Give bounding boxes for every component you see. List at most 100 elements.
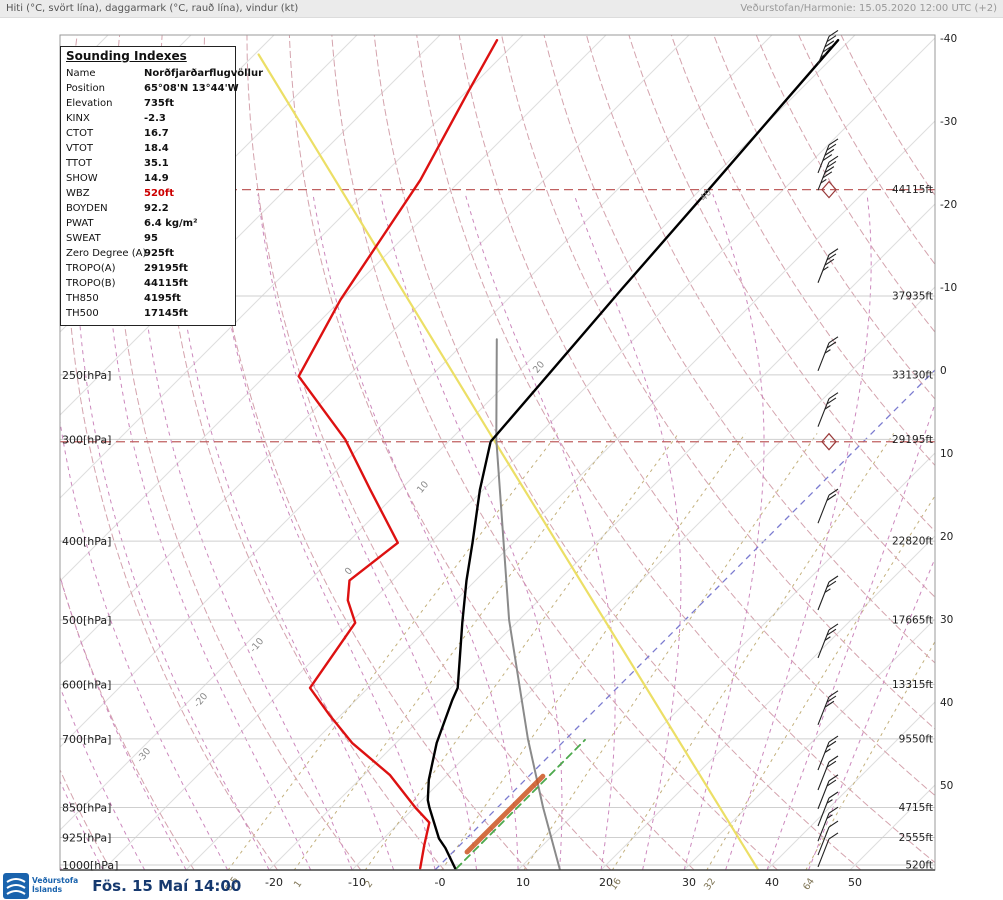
mixing-ratio-line <box>523 433 818 870</box>
index-row: Zero Degree (A) 925ft <box>66 246 230 261</box>
index-row: Name Norðfjarðarflugvöllur <box>66 66 263 81</box>
index-label: Position <box>66 83 105 94</box>
altitude-axis-label: 2555ft <box>899 832 933 844</box>
index-row: TH850 4195ft <box>66 291 230 306</box>
org-name: Veðurstofa Íslands <box>32 877 78 894</box>
dry-adiabat-line <box>373 35 862 870</box>
surface-colored-segment <box>455 739 586 870</box>
wind-barb-icon <box>817 575 839 611</box>
index-row: VTOT 18.4 <box>66 141 230 156</box>
moist-adiabat-line <box>104 194 312 870</box>
isotherm-edge-label: 50 <box>940 780 953 792</box>
index-label: Name <box>66 68 96 79</box>
index-value: 35.1 <box>144 158 169 169</box>
dry-adiabat-line <box>628 35 935 533</box>
index-row: TH500 17145ft <box>66 306 230 321</box>
pressure-axis-label: 850[hPa] <box>62 802 111 815</box>
pressure-axis-label: 250[hPa] <box>62 369 111 382</box>
temperature-tick-label: 20 <box>599 876 613 889</box>
altitude-axis-label: 29195ft <box>892 434 933 446</box>
altitude-axis-label: 13315ft <box>892 679 933 691</box>
index-value: 520ft <box>144 188 175 199</box>
isotherm-line <box>60 35 773 748</box>
isotherm-edge-label: -20 <box>940 199 957 211</box>
isotherm-edge-label: 0 <box>940 365 947 377</box>
index-label: SWEAT <box>66 233 101 244</box>
index-row: Elevation 735ft <box>66 96 230 111</box>
index-row: BOYDEN 92.2 <box>66 201 230 216</box>
index-value: 16.7 <box>144 128 169 139</box>
valid-time: Fös. 15 Maí 14:00 <box>92 877 242 895</box>
index-label: VTOT <box>66 143 93 154</box>
wind-barb-icon <box>817 392 839 427</box>
moist-adiabat-line <box>573 194 682 870</box>
index-value: 29195ft <box>144 263 188 274</box>
mixing-ratio-line <box>364 433 679 870</box>
standard-atmosphere-line <box>495 338 561 870</box>
dry-adiabat-line <box>458 35 935 797</box>
index-label: TH850 <box>66 293 99 304</box>
surface-colored-segment <box>464 773 546 855</box>
chart-legend-text: Hiti (°C, svört lína), daggarmark (°C, r… <box>6 3 299 14</box>
wind-barb-icon <box>817 806 839 842</box>
pressure-axis-label: 400[hPa] <box>62 535 111 548</box>
dry-adiabat-line <box>288 35 695 870</box>
dry-adiabat-line <box>416 35 935 864</box>
index-row: SWEAT 95 <box>66 231 230 246</box>
wind-barb-icon <box>817 755 839 791</box>
isotherm-line <box>766 701 935 870</box>
dry-adiabat-line <box>60 575 195 870</box>
index-label: Elevation <box>66 98 113 109</box>
isotherm-edge-label: 30 <box>940 614 953 626</box>
wind-barb-icon <box>817 690 839 726</box>
moist-adiabat-line <box>136 194 353 870</box>
moist-adiabat-line <box>74 194 270 870</box>
isotherm-line <box>0 35 25 870</box>
index-label: SHOW <box>66 173 98 184</box>
pressure-axis-label: 925[hPa] <box>62 831 111 844</box>
dry-adiabat-line <box>331 35 779 870</box>
wind-barb-icon <box>817 623 839 659</box>
mixing-ratio-label: 32 <box>702 876 718 892</box>
dry-adiabat-line <box>713 35 935 400</box>
temperature-tick-label: -20 <box>265 876 283 889</box>
index-label: WBZ <box>66 188 90 199</box>
mixing-ratio-label: 2 <box>363 879 375 890</box>
index-value: 95 <box>144 233 158 244</box>
pressure-axis-label: 1000[hPa] <box>62 859 118 872</box>
isotherm-line <box>60 35 524 499</box>
altitude-axis-label: 17665ft <box>892 614 933 626</box>
dry-adiabat-line <box>246 35 612 870</box>
isotherm-edge-label: -10 <box>940 282 957 294</box>
indexes-title: Sounding Indexes <box>66 49 187 63</box>
tropopause-marker-icon <box>821 432 837 451</box>
pressure-axis-label: 700[hPa] <box>62 733 111 746</box>
wind-barb-icon <box>817 138 839 174</box>
index-value: 735ft <box>144 98 175 109</box>
isotherm-line <box>60 35 690 665</box>
index-row: SHOW 14.9 <box>66 171 230 186</box>
index-label: KINX <box>66 113 90 124</box>
index-value: 14.9 <box>144 173 169 184</box>
temperature-tick-label: 40 <box>765 876 779 889</box>
isotherm-line <box>60 35 441 416</box>
index-row: TROPO(B) 44115ft <box>66 276 230 291</box>
pressure-axis-label: 500[hPa] <box>62 614 111 627</box>
wind-barb-icon <box>817 832 839 868</box>
moist-adiabat-line <box>808 557 935 870</box>
isotherm-line <box>268 203 935 870</box>
temperature-tick-label: -10 <box>348 876 366 889</box>
isotherm-edge-label: 20 <box>940 531 953 543</box>
isotherm-line <box>60 35 856 831</box>
index-value: -2.3 <box>144 113 166 124</box>
sounding-indexes-panel: Sounding Indexes Name Norðfjarðarflugvöll… <box>60 46 263 326</box>
index-label: TTOT <box>66 158 93 169</box>
tropopause-marker-icon <box>821 180 837 199</box>
wind-barb-icon <box>817 774 839 810</box>
mixing-ratio-label: 1 <box>292 879 304 890</box>
reference-line-yellow-line <box>257 53 759 870</box>
moist-adiabat-line <box>60 865 63 870</box>
moist-adiabat-line <box>725 194 872 870</box>
org-name-line2: Íslands <box>32 885 63 894</box>
wind-barb-icon <box>817 155 839 191</box>
